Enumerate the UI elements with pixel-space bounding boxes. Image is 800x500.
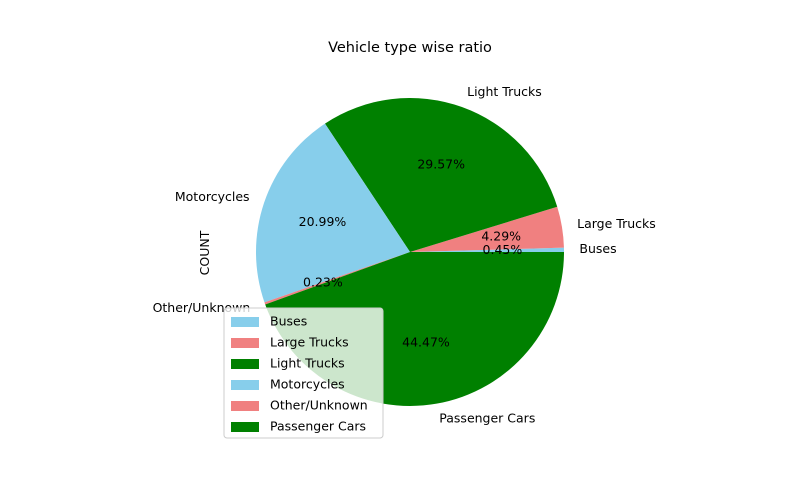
percent-labels: 0.45%4.29% 29.57% 20.99% 0.23% 44.47% bbox=[299, 157, 523, 350]
pie-slice-motorcycles bbox=[256, 123, 410, 303]
category-labels: Buses Large Trucks Light Trucks Motorcycles… bbox=[153, 84, 656, 425]
legend-swatch-light-trucks bbox=[231, 359, 259, 369]
category-label-buses: Buses bbox=[579, 241, 616, 256]
legend-swatch-passenger-cars bbox=[231, 422, 259, 432]
chart-title: Vehicle type wise ratio bbox=[328, 40, 492, 56]
legend: Buses Large Trucks Light Trucks Motorcycles… bbox=[223, 307, 384, 439]
percent-label-other-unknown: 0.23% bbox=[303, 274, 343, 289]
legend-label-passenger-cars: Passenger Cars bbox=[270, 419, 366, 434]
pie-slice-light-trucks bbox=[324, 98, 558, 252]
legend-label-motorcycles: Motorcycles bbox=[270, 377, 345, 392]
y-axis-label: COUNT bbox=[197, 230, 212, 275]
legend-swatch-motorcycles bbox=[231, 380, 259, 390]
category-label-light-trucks: Light Trucks bbox=[467, 84, 542, 99]
legend-frame bbox=[223, 307, 384, 439]
pie-slice-other-unknown bbox=[264, 252, 410, 305]
legend-swatch-buses bbox=[231, 317, 259, 327]
legend-label-buses: Buses bbox=[270, 314, 307, 329]
legend-swatch-large-trucks bbox=[231, 338, 259, 348]
percent-label-motorcycles: 20.99% bbox=[299, 214, 347, 229]
legend-label-large-trucks: Large Trucks bbox=[270, 335, 349, 350]
legend-label-light-trucks: Light Trucks bbox=[270, 356, 345, 371]
category-label-large-trucks: Large Trucks bbox=[577, 216, 656, 231]
pie-slices bbox=[256, 98, 564, 406]
percent-label-large-trucks: 4.29% bbox=[481, 229, 521, 244]
category-label-motorcycles: Motorcycles bbox=[175, 189, 250, 204]
pie-slice-buses bbox=[410, 247, 564, 252]
legend-label-other-unknown: Other/Unknown bbox=[270, 398, 368, 413]
percent-label-light-trucks: 29.57% bbox=[417, 157, 465, 172]
pie-slice-large-trucks bbox=[410, 206, 564, 252]
percent-label-buses: 0.45% bbox=[483, 242, 523, 257]
legend-swatch-other-unknown bbox=[231, 401, 259, 411]
category-label-passenger-cars: Passenger Cars bbox=[439, 410, 535, 425]
percent-label-passenger-cars: 44.47% bbox=[402, 335, 450, 350]
